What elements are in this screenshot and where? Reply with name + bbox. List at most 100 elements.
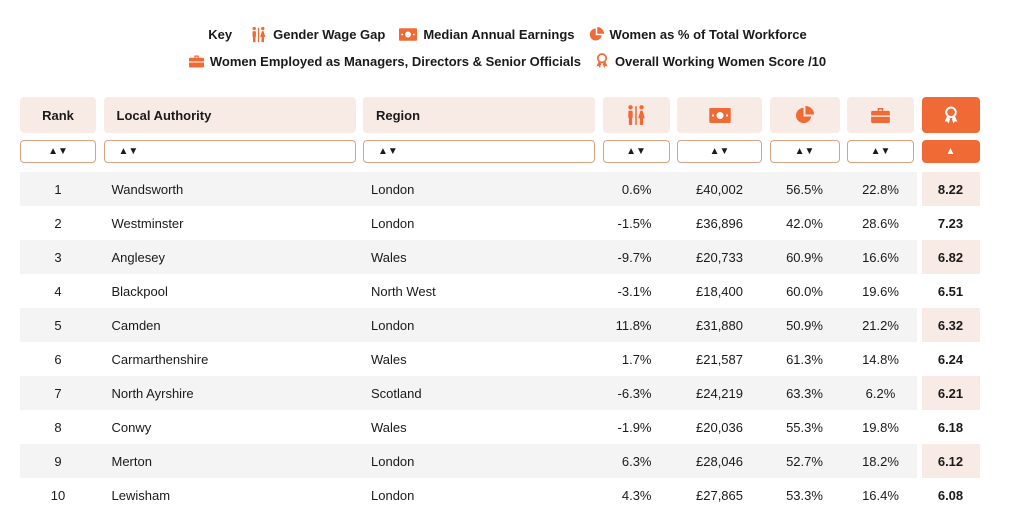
pie-chart-icon xyxy=(589,27,604,42)
cell-women-workforce: 53.3% xyxy=(786,487,823,503)
legend-overall-score: Overall Working Women Score /10 xyxy=(595,53,826,69)
header-overall-score[interactable] xyxy=(921,97,980,133)
cell-rank: 2 xyxy=(54,215,62,231)
cell-overall-score: 6.21 xyxy=(921,376,980,410)
table-row: 4 Blackpool North West -3.1% £18,400 60.0% 19.… xyxy=(20,274,983,308)
table-row: 9 Merton London 6.3% £28,046 52.7% 18.2% 6.12 xyxy=(20,444,983,478)
cell-managers: 16.4% xyxy=(862,487,899,503)
header-median-earnings[interactable] xyxy=(677,97,762,133)
cell-region: Wales xyxy=(371,249,407,265)
briefcase-icon xyxy=(871,108,890,123)
legend-gender-wage-gap: Gender Wage Gap xyxy=(250,26,385,43)
cell-women-workforce: 55.3% xyxy=(786,419,823,435)
cell-rank: 1 xyxy=(54,181,62,197)
table-row: 1 Wandsworth London 0.6% £40,002 56.5% 22.8% 8.… xyxy=(20,172,983,206)
sort-earnings-button[interactable]: ▲▼ xyxy=(677,140,762,163)
sort-rank-button[interactable]: ▲▼ xyxy=(20,140,96,163)
cell-rank: 7 xyxy=(54,385,62,401)
award-icon xyxy=(943,106,959,125)
legend-row-2: Women Employed as Managers, Directors & … xyxy=(0,53,1023,69)
cell-rank: 4 xyxy=(54,283,62,299)
money-icon xyxy=(709,108,731,123)
header-women-workforce[interactable] xyxy=(769,97,840,133)
pie-chart-icon xyxy=(795,106,814,125)
legend-row-1: Key Gender Wage Gap Median Annual Earnin… xyxy=(0,26,1023,43)
cell-wage-gap: -1.5% xyxy=(617,215,652,231)
cell-wage-gap: -3.1% xyxy=(617,283,652,299)
sort-score-button[interactable]: ▲ xyxy=(921,140,980,163)
cell-region: Wales xyxy=(371,419,407,435)
cell-wage-gap: -9.7% xyxy=(617,249,652,265)
cell-rank: 3 xyxy=(54,249,62,265)
cell-wage-gap: -1.9% xyxy=(617,419,652,435)
header-rank[interactable]: Rank xyxy=(20,97,96,133)
cell-overall-score: 6.08 xyxy=(937,487,964,503)
cell-wage-gap: 4.3% xyxy=(621,487,652,503)
legend-median-earnings: Median Annual Earnings xyxy=(399,27,575,42)
sort-controls: ▲▼ ▲▼ ▲▼ ▲▼ ▲▼ ▲▼ ▲▼ ▲ xyxy=(20,140,980,163)
cell-local-authority: Carmarthenshire xyxy=(111,351,209,367)
gender-icon xyxy=(625,104,647,126)
table-header: Rank Local Authority Region xyxy=(20,97,980,133)
cell-region: North West xyxy=(371,283,436,299)
cell-women-workforce: 42.0% xyxy=(786,215,823,231)
header-managers[interactable] xyxy=(847,97,914,133)
cell-wage-gap: 0.6% xyxy=(621,181,652,197)
cell-local-authority: Lewisham xyxy=(111,487,171,503)
cell-overall-score: 6.12 xyxy=(921,444,980,478)
cell-local-authority: Camden xyxy=(111,317,161,333)
cell-median-earnings: £21,587 xyxy=(696,351,743,367)
cell-managers: 6.2% xyxy=(865,385,896,401)
cell-overall-score: 6.82 xyxy=(921,240,980,274)
sort-workforce-button[interactable]: ▲▼ xyxy=(769,140,840,163)
cell-managers: 18.2% xyxy=(862,453,899,469)
cell-women-workforce: 56.5% xyxy=(786,181,823,197)
cell-managers: 19.6% xyxy=(862,283,899,299)
cell-wage-gap: 1.7% xyxy=(621,351,652,367)
cell-managers: 14.8% xyxy=(862,351,899,367)
cell-local-authority: Conwy xyxy=(111,419,152,435)
table-row: 3 Anglesey Wales -9.7% £20,733 60.9% 16.6% 6.82 xyxy=(20,240,983,274)
cell-overall-score: 7.23 xyxy=(937,215,964,231)
header-region[interactable]: Region xyxy=(363,97,595,133)
cell-rank: 10 xyxy=(50,487,66,503)
cell-rank: 9 xyxy=(54,453,62,469)
header-gender-wage-gap[interactable] xyxy=(602,97,670,133)
cell-managers: 22.8% xyxy=(862,181,899,197)
cell-managers: 19.8% xyxy=(862,419,899,435)
sort-managers-button[interactable]: ▲▼ xyxy=(847,140,914,163)
cell-local-authority: Blackpool xyxy=(111,283,168,299)
legend-women-workforce: Women as % of Total Workforce xyxy=(589,27,807,42)
cell-median-earnings: £36,896 xyxy=(696,215,743,231)
cell-region: Wales xyxy=(371,351,407,367)
cell-median-earnings: £18,400 xyxy=(696,283,743,299)
sort-wage-gap-button[interactable]: ▲▼ xyxy=(602,140,670,163)
cell-median-earnings: £28,046 xyxy=(696,453,743,469)
cell-median-earnings: £20,733 xyxy=(696,249,743,265)
cell-region: Scotland xyxy=(371,385,422,401)
table-row: 5 Camden London 11.8% £31,880 50.9% 21.2% 6.32 xyxy=(20,308,983,342)
cell-women-workforce: 50.9% xyxy=(786,317,823,333)
cell-region: London xyxy=(371,317,415,333)
cell-rank: 8 xyxy=(54,419,62,435)
sort-region-button[interactable]: ▲▼ xyxy=(363,140,595,163)
header-local-authority[interactable]: Local Authority xyxy=(103,97,356,133)
legend-label: Overall Working Women Score /10 xyxy=(614,53,827,69)
cell-women-workforce: 61.3% xyxy=(786,351,823,367)
award-icon xyxy=(595,53,609,69)
cell-median-earnings: £31,880 xyxy=(696,317,743,333)
table-body: 1 Wandsworth London 0.6% £40,002 56.5% 22.8% 8.… xyxy=(20,172,983,512)
legend-label: Median Annual Earnings xyxy=(423,27,575,42)
cell-women-workforce: 60.0% xyxy=(786,283,823,299)
sort-authority-button[interactable]: ▲▼ xyxy=(103,140,356,163)
table-row: 2 Westminster London -1.5% £36,896 42.0% 28.6%… xyxy=(20,206,983,240)
cell-overall-score: 6.24 xyxy=(937,351,964,367)
cell-women-workforce: 63.3% xyxy=(786,385,823,401)
cell-overall-score: 6.18 xyxy=(937,419,964,435)
cell-overall-score: 6.32 xyxy=(921,308,980,342)
cell-overall-score: 8.22 xyxy=(921,172,980,206)
cell-region: London xyxy=(371,487,415,503)
cell-region: London xyxy=(371,215,415,231)
cell-women-workforce: 60.9% xyxy=(786,249,823,265)
key-title: Key xyxy=(208,27,233,42)
